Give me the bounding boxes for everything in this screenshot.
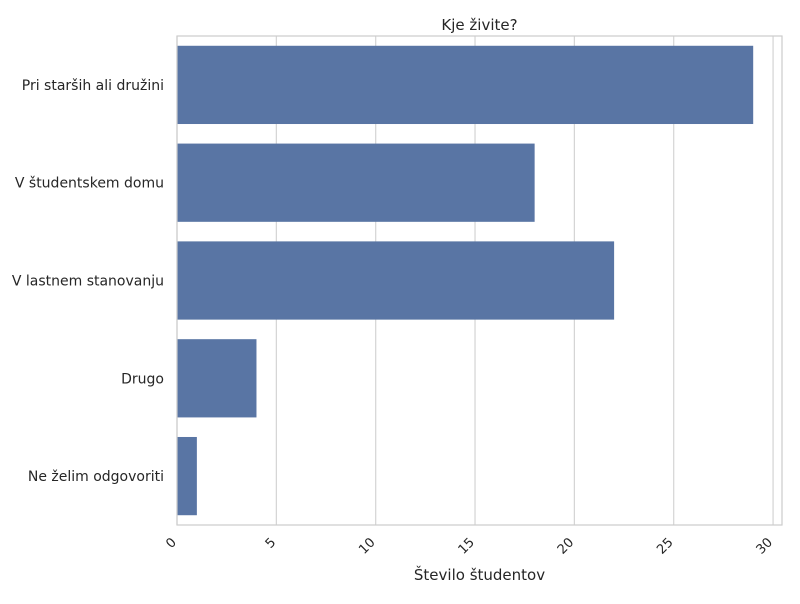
bar (177, 436, 197, 516)
y-tick-label: V lastnem stanovanju (12, 274, 164, 290)
bar (177, 143, 535, 222)
x-axis-label: Število študentov (414, 565, 545, 584)
bar (177, 241, 615, 320)
y-tick-labels: Pri starših ali družini V študentskem dom… (12, 78, 164, 485)
y-tick-label: Pri starših ali družini (22, 78, 164, 94)
bar (177, 45, 754, 125)
bars (177, 45, 754, 516)
bar (177, 339, 257, 418)
plot-frame (176, 35, 783, 526)
y-tick-label: Ne želim odgovoriti (28, 469, 164, 485)
y-tick-label: Drugo (121, 371, 164, 387)
chart-title: Kje živite? (441, 16, 517, 34)
y-tick-label: V študentskem domu (15, 176, 164, 192)
